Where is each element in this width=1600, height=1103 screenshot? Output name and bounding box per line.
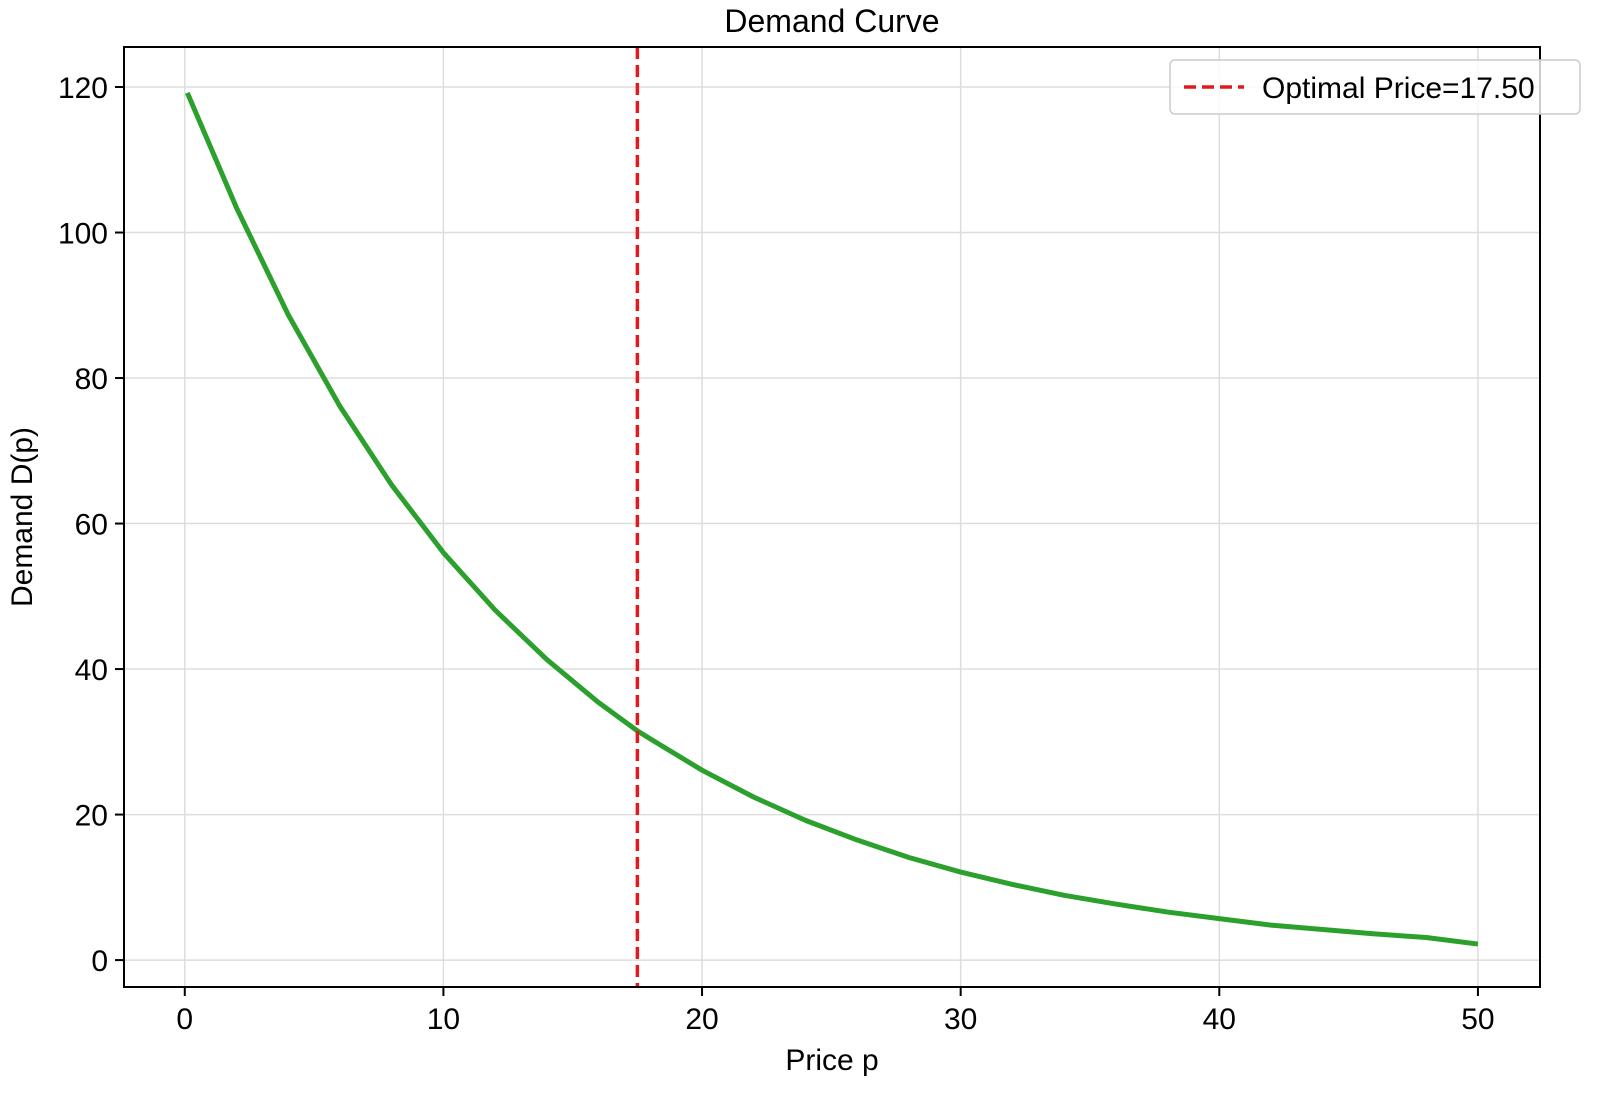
x-tick-label: 30 [944, 1003, 977, 1036]
x-tick-label: 40 [1203, 1003, 1236, 1036]
y-tick-label: 40 [75, 654, 108, 687]
x-axis-title: Price p [785, 1044, 878, 1077]
legend: Optimal Price=17.50 [1169, 59, 1581, 115]
chart-title: Demand Curve [724, 3, 939, 39]
y-tick-label: 0 [91, 945, 108, 978]
y-tick-label: 60 [75, 509, 108, 542]
legend-box [1169, 59, 1581, 115]
y-axis-title: Demand D(p) [6, 427, 39, 607]
x-axis-ticks: 0 10 20 30 40 50 [176, 987, 1495, 1036]
y-tick-label: 80 [75, 363, 108, 396]
plot-frame [123, 46, 1541, 988]
y-tick-label: 100 [58, 218, 108, 251]
y-tick-label: 20 [75, 800, 108, 833]
x-tick-label: 0 [176, 1003, 193, 1036]
y-tick-label: 120 [58, 72, 108, 105]
x-tick-label: 10 [427, 1003, 460, 1036]
y-axis-ticks: 0 20 40 60 80 100 120 [58, 72, 124, 978]
plot-area [185, 47, 1479, 987]
series-line-demand [185, 91, 1479, 947]
x-tick-label: 50 [1461, 1003, 1494, 1036]
x-tick-label: 20 [685, 1003, 718, 1036]
series-layer [185, 91, 1479, 947]
legend-label-optimal-price: Optimal Price=17.50 [1262, 72, 1535, 105]
